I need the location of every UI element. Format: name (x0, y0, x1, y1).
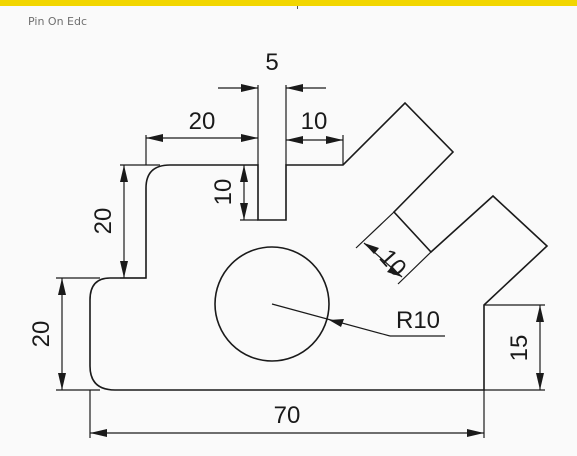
hole-circle (214, 246, 330, 362)
dim-text-top-right-width: 10 (301, 108, 328, 135)
dim-left-height: 20 (28, 277, 100, 391)
dim-text-radius: R10 (396, 307, 440, 334)
dim-slot-depth: 10 (210, 165, 258, 221)
dim-text-overall-width: 70 (274, 402, 301, 429)
dim-text-slot-width: 5 (265, 49, 278, 76)
image-caption: Pin On Edc (28, 15, 88, 28)
dim-top-right-width: 10 (286, 108, 344, 165)
dim-slot-width: 5 (218, 49, 326, 165)
dim-text-slot-depth: 10 (210, 179, 237, 206)
dim-text-top-left-width: 20 (189, 108, 216, 135)
dim-radius-leader: R10 (271, 303, 445, 337)
dim-text-step-height: 20 (90, 208, 117, 235)
dim-text-left-height: 20 (28, 321, 55, 348)
top-accent-bar (0, 0, 577, 6)
dim-top-left-width: 20 (145, 108, 258, 165)
dim-text-right-height: 15 (506, 335, 533, 362)
dim-step-height: 20 (90, 164, 160, 279)
part-outline (89, 101, 549, 391)
dim-right-height: 15 (484, 304, 545, 391)
dim-overall-width: 70 (89, 390, 485, 438)
top-bar-tick (297, 6, 298, 9)
dim-notch-width: 10 (355, 211, 432, 285)
